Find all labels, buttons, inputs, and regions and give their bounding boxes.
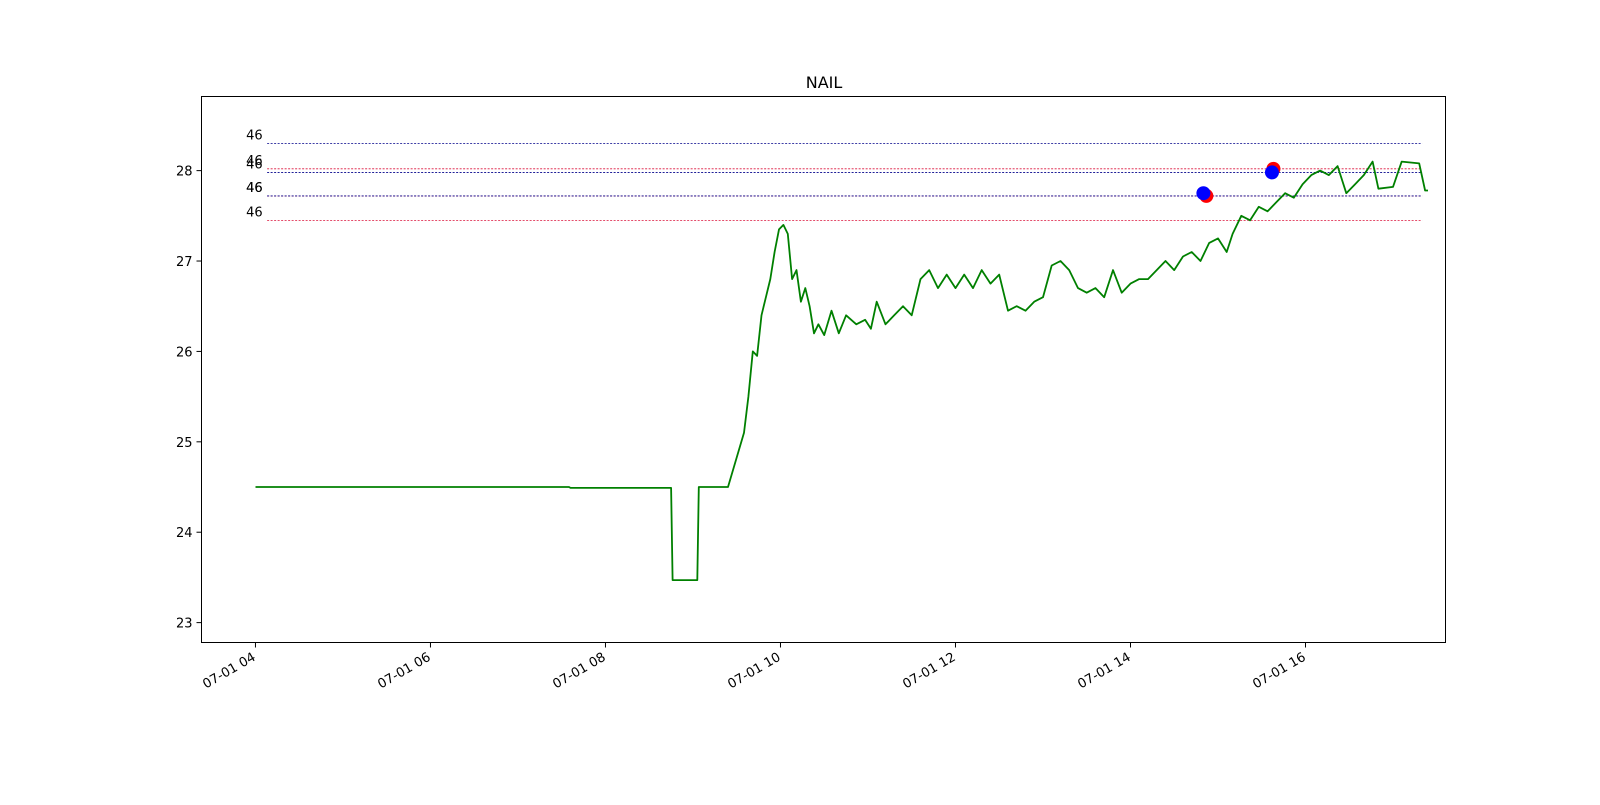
chart-title: NAIL — [806, 73, 843, 92]
x-tick-label: 07-01 16 — [1250, 650, 1308, 692]
x-tick-label: 07-01 14 — [1075, 650, 1133, 692]
level-label: 46 — [246, 181, 263, 196]
x-tick-label: 07-01 12 — [900, 650, 958, 692]
level-label: 46 — [246, 205, 263, 220]
level-label: 46 — [246, 181, 263, 196]
x-tick-label: 07-01 10 — [725, 650, 783, 692]
y-tick-label: 25 — [176, 436, 193, 451]
x-axis: 07-01 04 07-01 06 07-01 08 07-01 10 07-01 12… — [200, 642, 1308, 692]
plot-area-frame — [201, 96, 1446, 643]
y-tick-label: 26 — [176, 345, 193, 360]
trade-marker — [1264, 165, 1279, 180]
level-label: 46 — [246, 129, 263, 144]
x-tick-label: 07-01 08 — [550, 650, 608, 692]
x-tick-label: 07-01 04 — [200, 650, 258, 692]
level-label: 46 — [246, 157, 263, 172]
y-tick-label: 28 — [176, 165, 193, 180]
y-tick-label: 24 — [176, 526, 193, 541]
y-tick-label: 23 — [176, 617, 193, 632]
markers-layer — [1196, 161, 1281, 203]
trade-marker — [1196, 186, 1211, 201]
y-tick-label: 27 — [176, 255, 193, 270]
series-layer — [255, 160, 1428, 581]
price-series-line — [255, 160, 1428, 581]
y-axis: 23 24 25 26 27 28 — [176, 165, 202, 632]
level-label: 46 — [246, 154, 263, 169]
x-tick-label: 07-01 06 — [375, 650, 433, 692]
